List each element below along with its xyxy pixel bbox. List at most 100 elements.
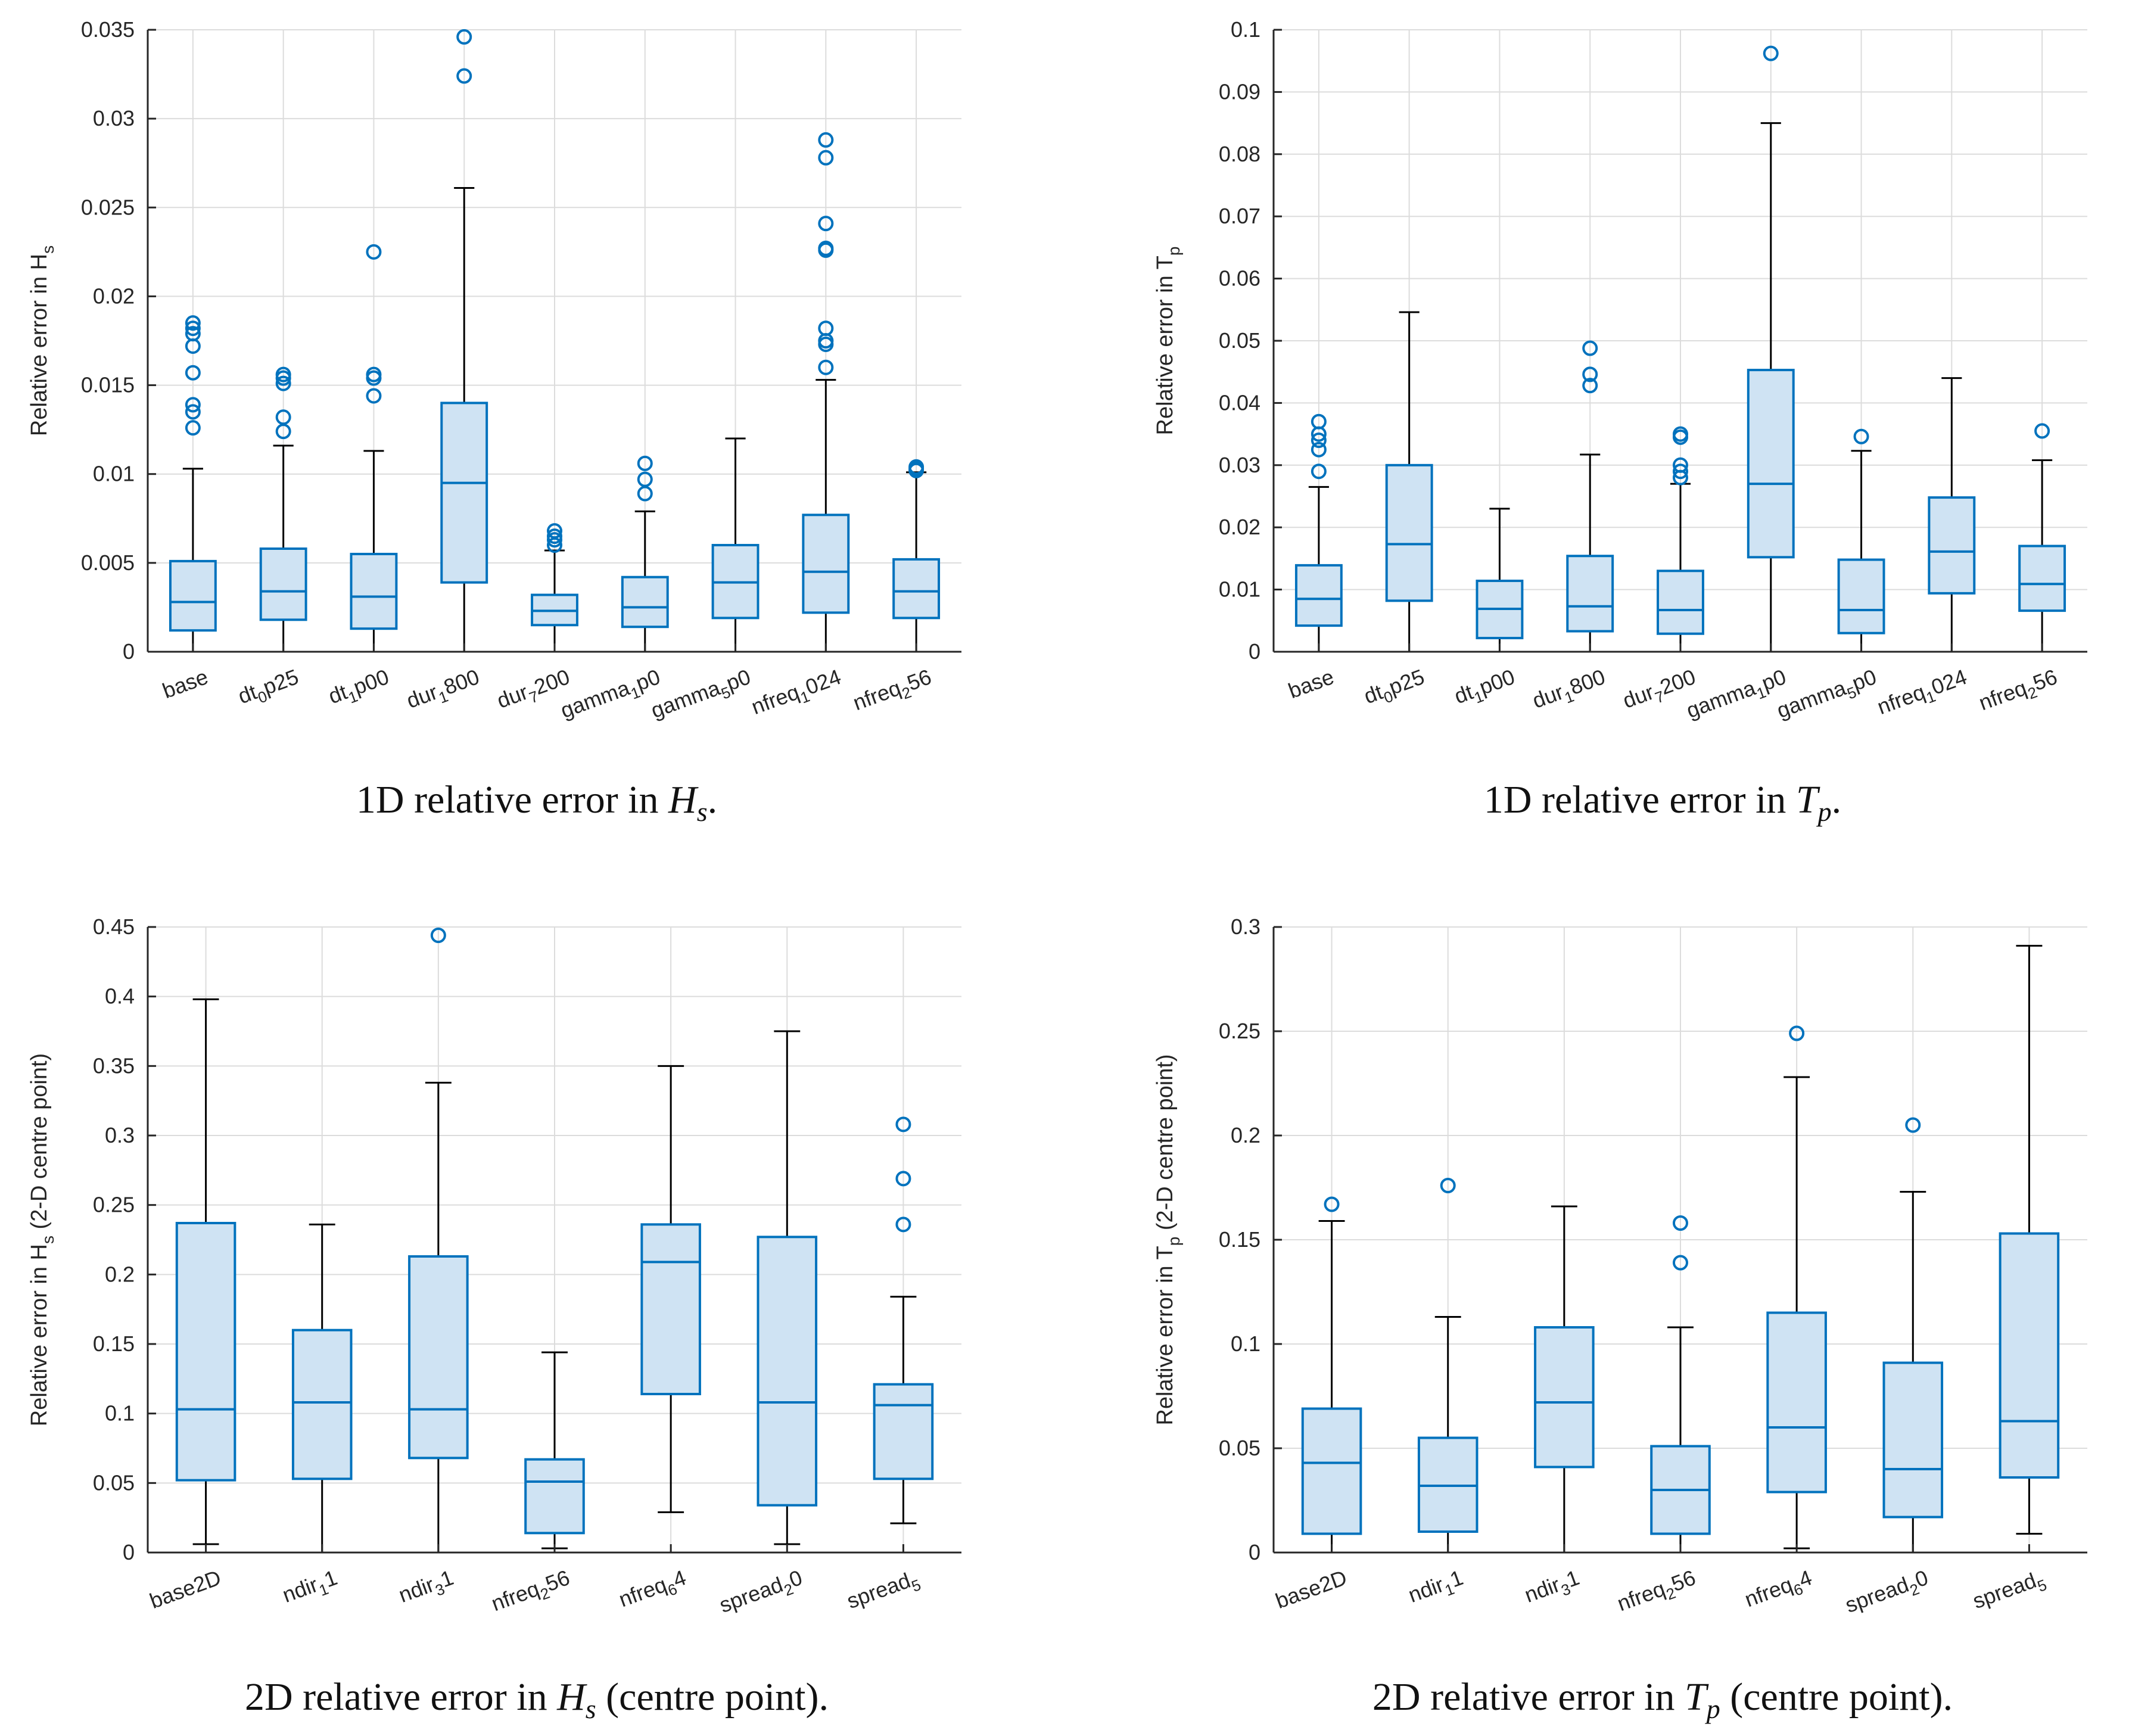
y-tick-label: 0.01 (1219, 577, 1260, 602)
outlier-point (1905, 1117, 1921, 1133)
box-1 (1294, 413, 1343, 653)
y-tick-label: 0.1 (1231, 17, 1260, 42)
x-tick-label: ndir11 (1405, 1565, 1468, 1611)
outlier-point (1582, 378, 1598, 394)
box-7 (1837, 428, 1885, 653)
outlier-point (185, 321, 201, 337)
x-tick-label: ndir31 (1521, 1565, 1585, 1611)
box-iqr (1385, 463, 1433, 602)
y-tick-label: 0.03 (1219, 453, 1260, 477)
chart-2: 0 0.01 0.02 0.03 0.04 0.05 0.06 0.07 0.08 0.09 0.1… (1153, 17, 2087, 827)
box-7 (711, 437, 760, 653)
box-6 (621, 455, 669, 653)
x-tick-label: spread20 (1842, 1565, 1933, 1622)
box-iqr (1928, 496, 1976, 595)
box-5 (640, 1065, 701, 1513)
y-tick-label: 0.35 (93, 1053, 135, 1078)
box-iqr (873, 1383, 934, 1480)
x-tick-label: nfreq256 (1614, 1565, 1700, 1620)
box-1 (175, 998, 236, 1545)
outlier-point (895, 1217, 911, 1233)
x-tick-label: nfreq64 (615, 1565, 690, 1616)
y-tick-label: 0.4 (105, 984, 135, 1009)
box-iqr (1657, 570, 1704, 635)
box-3 (1534, 1205, 1595, 1554)
y-tick-label: 0.1 (1231, 1331, 1260, 1356)
box-7 (1999, 945, 2060, 1535)
y-tick-label: 0.025 (81, 195, 135, 219)
outlier-point (1853, 428, 1869, 444)
y-tick-label: 0.02 (1219, 515, 1260, 539)
box-6 (757, 1030, 818, 1545)
outlier-point (1311, 413, 1327, 430)
outlier-point (430, 928, 446, 943)
box-4 (1566, 340, 1614, 653)
box-2 (259, 366, 307, 653)
y-axis-label: Relative error in Tp (2-D centre point) (1153, 1054, 1183, 1425)
box-4 (1650, 1215, 1711, 1554)
box-6 (1882, 1117, 1944, 1554)
box-2 (291, 1223, 353, 1554)
outlier-point (895, 1171, 911, 1187)
x-tick-label: gamma5p0 (1773, 664, 1881, 727)
y-tick-label: 0.09 (1219, 79, 1260, 104)
box-2 (1385, 311, 1433, 653)
y-tick-label: 0.035 (81, 17, 135, 42)
chart-1: 0 0.005 0.01 0.015 0.02 0.025 0.03 0.035 base dt0… (27, 17, 961, 827)
outlier-point (818, 240, 834, 256)
box-iqr (757, 1236, 818, 1507)
x-tick-label: nfreq256 (1975, 664, 2062, 720)
x-tick-label: spread5 (843, 1565, 923, 1618)
y-tick-label: 0.3 (1231, 914, 1260, 939)
box-1 (1301, 1196, 1362, 1554)
y-tick-label: 0.05 (93, 1470, 135, 1495)
y-tick-label: 0.05 (1219, 1436, 1260, 1460)
box-iqr (1882, 1361, 1944, 1519)
outlier-point (1673, 1255, 1688, 1271)
x-tick-label: nfreq256 (488, 1565, 574, 1620)
y-tick-label: 0 (123, 639, 135, 664)
outlier-point (1582, 366, 1598, 382)
outlier-point (185, 404, 201, 420)
x-tick-label: base2D (1272, 1565, 1350, 1613)
x-tick-label: base2D (147, 1565, 225, 1613)
outlier-point (366, 366, 382, 382)
x-tick-label: ndir11 (279, 1565, 343, 1611)
x-tick-label: nfreq256 (849, 664, 936, 720)
x-tick-label: gamma1p0 (1683, 664, 1791, 727)
box-iqr (1566, 555, 1614, 633)
outlier-point (908, 459, 925, 475)
box-4 (440, 29, 488, 653)
outlier-point (185, 326, 201, 342)
y-tick-label: 0.2 (1231, 1123, 1260, 1147)
box-9 (892, 459, 941, 653)
chart-4: 0 0.05 0.1 0.15 0.2 0.25 0.3 base2D ndir11 ndir31… (1153, 914, 2087, 1724)
outlier-point (456, 68, 472, 84)
box-iqr (621, 575, 669, 629)
box-8 (802, 132, 850, 653)
x-tick-label: nfreq1024 (748, 664, 846, 724)
outlier-point (1763, 45, 1779, 61)
outlier-point (1789, 1025, 1805, 1041)
box-iqr (1747, 369, 1795, 559)
y-tick-label: 0.07 (1219, 204, 1260, 228)
box-iqr (1837, 558, 1885, 634)
box-4 (524, 1351, 585, 1550)
outlier-point (637, 455, 653, 471)
y-tick-label: 0.3 (105, 1123, 135, 1147)
box-iqr (408, 1255, 469, 1460)
outlier-point (1311, 433, 1327, 449)
y-tick-label: 0.05 (1219, 328, 1260, 353)
y-tick-label: 0.1 (105, 1401, 135, 1426)
y-tick-label: 0.08 (1219, 142, 1260, 166)
outlier-point (818, 132, 834, 148)
outlier-point (547, 528, 562, 545)
y-axis-label: Relative error in Hs (27, 245, 57, 436)
box-iqr (175, 1222, 236, 1482)
box-iqr (1301, 1407, 1362, 1535)
figure-caption: 2D relative error in Hs (centre point). (245, 1675, 829, 1724)
x-tick-label: spread20 (716, 1565, 807, 1622)
outlier-point (275, 366, 291, 382)
box-iqr (440, 402, 488, 584)
box-iqr (1766, 1311, 1827, 1494)
